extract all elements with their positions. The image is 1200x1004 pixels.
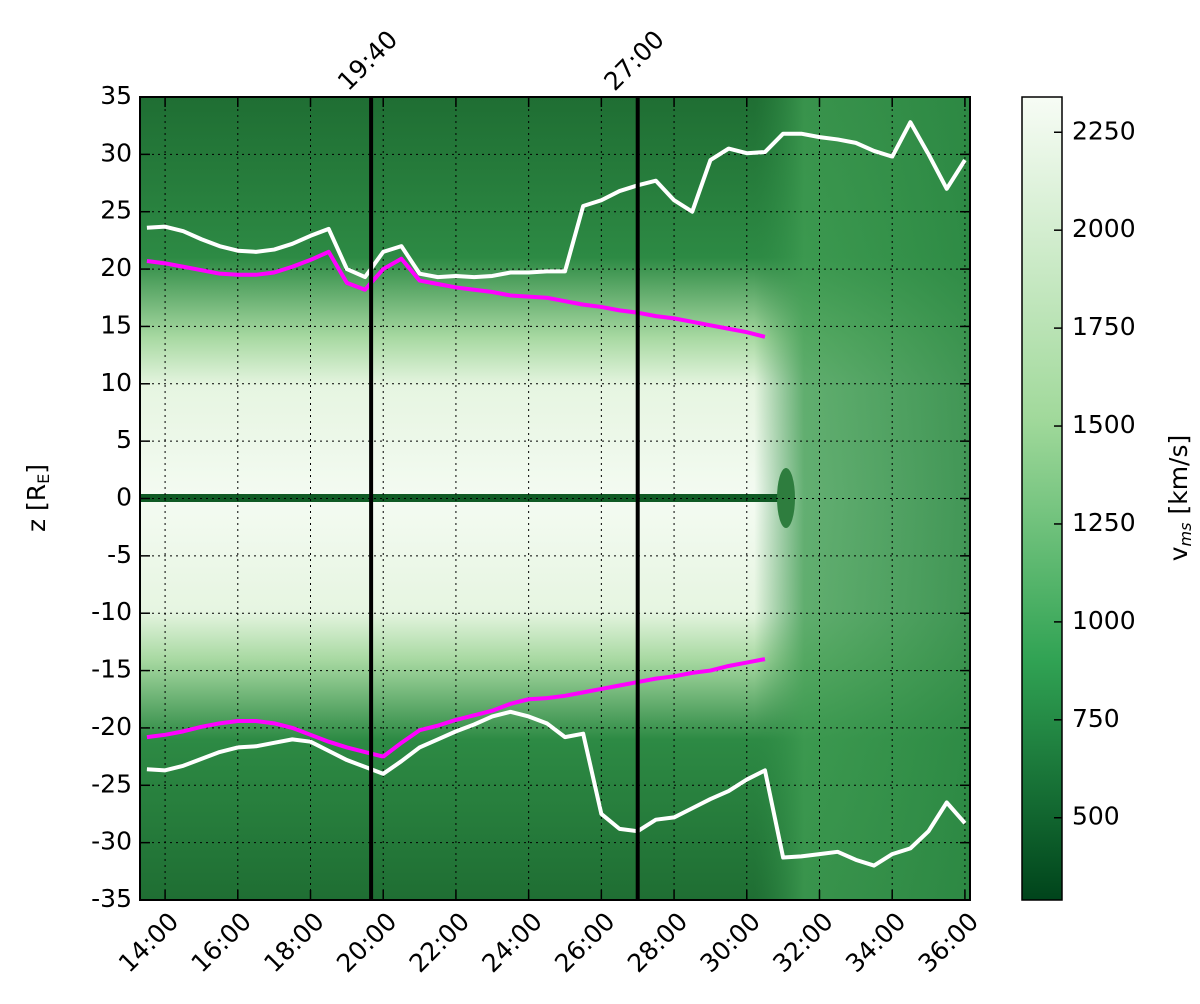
line-2 [146, 657, 766, 759]
colorbar-tick-label: 750 [1072, 704, 1120, 733]
x-tick-label: 20:00 [331, 907, 402, 978]
x-tick-label: 32:00 [767, 907, 838, 978]
cb-label-text: v [1164, 546, 1193, 561]
colorbar-tick-label: 1000 [1072, 606, 1136, 635]
colorbar-label: vms [km/s] [1164, 435, 1195, 562]
line-3 [146, 709, 967, 868]
x-tick-label: 34:00 [840, 907, 911, 978]
y-label-end: ] [22, 464, 51, 474]
plot-frame [139, 96, 971, 901]
colorbar-tick-label: 2250 [1072, 116, 1136, 145]
y-tick-label: -35 [91, 884, 132, 913]
y-label-sub: E [34, 474, 53, 484]
y-tick-label: -5 [107, 540, 132, 569]
cb-label-sub: ms [1176, 523, 1195, 547]
colorbar-tick-label: 1500 [1072, 410, 1136, 439]
line-1 [146, 249, 766, 339]
x-tick-label: 22:00 [404, 907, 475, 978]
y-tick-label: -15 [91, 655, 132, 684]
y-tick-label: 25 [100, 196, 132, 225]
colorbar-tick-label: 1750 [1072, 312, 1136, 341]
colorbar [1021, 96, 1063, 901]
line-0 [146, 120, 967, 280]
y-tick-label: 5 [116, 425, 132, 454]
event-label: 19:40 [332, 25, 403, 96]
x-tick-label: 16:00 [186, 907, 257, 978]
y-tick-label: 0 [116, 483, 132, 512]
x-tick-label: 18:00 [258, 907, 329, 978]
y-tick-label: -10 [91, 597, 132, 626]
cb-label-unit: [km/s] [1164, 435, 1193, 515]
x-tick-label: 30:00 [695, 907, 766, 978]
y-tick-label: -25 [91, 769, 132, 798]
colorbar-tick-label: 2000 [1072, 214, 1136, 243]
plasmoid [777, 468, 795, 528]
x-tick-label: 28:00 [622, 907, 693, 978]
x-tick-label: 36:00 [913, 907, 984, 978]
y-tick-label: 20 [100, 253, 132, 282]
y-tick-label: 35 [100, 81, 132, 110]
y-axis-label: z [RE] [22, 464, 53, 532]
y-tick-label: 30 [100, 138, 132, 167]
y-tick-label: 10 [100, 368, 132, 397]
y-label-text: z [R [22, 484, 51, 532]
y-tick-label: -30 [91, 827, 132, 856]
colorbar-tick-label: 500 [1072, 802, 1120, 831]
event-label: 27:00 [598, 25, 669, 96]
x-tick-label: 26:00 [549, 907, 620, 978]
y-tick-label: 15 [100, 310, 132, 339]
y-tick-label: -20 [91, 712, 132, 741]
colorbar-tick-label: 1250 [1072, 508, 1136, 537]
x-tick-label: 14:00 [113, 907, 184, 978]
x-tick-label: 24:00 [476, 907, 547, 978]
